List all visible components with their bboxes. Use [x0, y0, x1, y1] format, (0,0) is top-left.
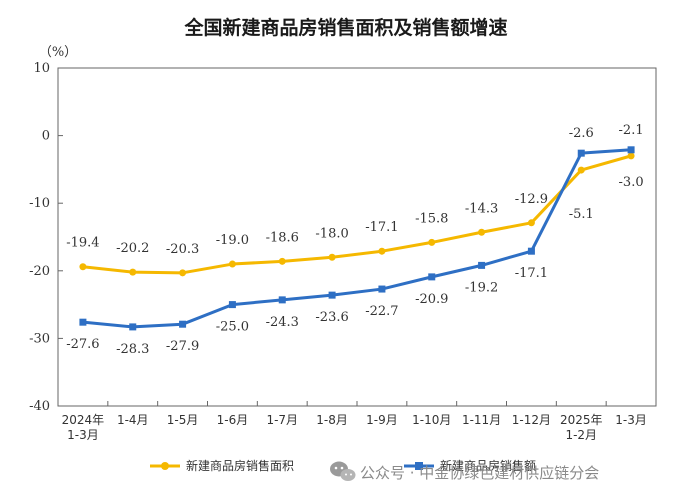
series-0-label: -19.0: [216, 233, 249, 248]
series-1-label: -2.1: [619, 123, 644, 138]
x-tick-label-line: 1-8月: [316, 413, 348, 427]
series-1-point: [627, 146, 635, 154]
series-0-label: -15.8: [415, 211, 448, 226]
y-tick-label: -10: [29, 196, 50, 211]
series-0-point: [378, 247, 386, 255]
series-0-point: [228, 260, 236, 268]
series-1-label: -20.9: [415, 292, 448, 307]
series-0-point: [577, 166, 585, 174]
series-1-point: [478, 261, 486, 269]
legend-marker-sales: [415, 462, 423, 470]
series-0-label: -17.1: [365, 220, 398, 235]
x-tick-label-line: 1-12月: [512, 413, 551, 427]
series-1-point: [328, 291, 336, 299]
y-axis: 10 0 -10 -20 -30 -40: [29, 61, 63, 414]
series-1-label: -2.6: [569, 126, 594, 141]
series-0-label: -12.9: [515, 192, 548, 207]
series-0-label: -19.4: [66, 236, 99, 251]
series-1-label: -28.3: [116, 342, 149, 357]
series-1-label: -23.6: [315, 310, 348, 325]
x-tick-label-line: 1-6月: [217, 413, 249, 427]
series-1-point: [378, 285, 386, 293]
x-tick-label: 1-9月: [366, 413, 398, 427]
series-0-point: [129, 268, 137, 276]
x-axis: 2024年 1-3月1-4月 1-5月 1-6月 1-7月 1-8月 1-9月 1-10月 1-…: [62, 401, 647, 442]
x-tick-label: 2025年 1-2月: [560, 413, 603, 442]
x-tick-label-line: 1-3月: [615, 413, 647, 427]
x-tick-label: 2024年 1-3月: [62, 413, 105, 442]
series-1-point: [577, 149, 585, 157]
series-1-point: [129, 323, 137, 331]
series-1-point: [527, 247, 535, 255]
series-line-0: [82, 154, 632, 275]
series-1-label: -17.1: [515, 266, 548, 281]
y-tick-label: -20: [29, 264, 50, 279]
series-0-label: -20.3: [166, 242, 199, 257]
x-tick-label-line: 1-4月: [117, 413, 149, 427]
series-0-label: -14.3: [465, 201, 498, 216]
series-1-label: -27.9: [166, 339, 199, 354]
series-1-point: [278, 296, 286, 304]
series-0-label: -3.0: [619, 175, 644, 190]
legend-item-area: 新建商品房销售面积: [150, 458, 294, 473]
series-1-label: -24.3: [266, 315, 299, 330]
x-tick-label: 1-12月: [512, 413, 551, 427]
series-0-label: -18.0: [315, 226, 348, 241]
series-1-point: [79, 318, 87, 326]
x-tick-label-line: 1-5月: [167, 413, 199, 427]
x-tick-label: 1-7月: [266, 413, 298, 427]
series-0-point: [428, 238, 436, 246]
data-labels: -19.4 -20.2 -20.3 -19.0 -18.6 -18.0 -17.1 -15.8…: [66, 123, 643, 357]
series-0-label: -20.2: [116, 241, 149, 256]
x-tick-label: 1-8月: [316, 413, 348, 427]
x-tick-label: 1-5月: [167, 413, 199, 427]
chart-title: 全国新建商品房销售面积及销售额增速: [183, 16, 507, 39]
series-1-label: -19.2: [465, 280, 498, 295]
legend-marker-area: [161, 462, 169, 470]
legend-label-sales: 新建商品房销售额: [440, 458, 536, 473]
x-tick-label-line: 2025年: [560, 413, 603, 427]
x-tick-label-line: 1-2月: [565, 428, 597, 442]
x-tick-label: 1-4月: [117, 413, 149, 427]
x-tick-label-line: 1-11月: [462, 413, 501, 427]
legend-label-area: 新建商品房销售面积: [186, 458, 294, 473]
series-1-point: [228, 301, 236, 309]
y-tick-label: 0: [42, 129, 50, 144]
watermark: 公众号 · 中金协绿色建材供应链分会: [330, 461, 599, 482]
x-tick-label-line: 2024年: [62, 413, 105, 427]
y-tick-label: -40: [29, 399, 50, 414]
x-tick-label: 1-10月: [412, 413, 451, 427]
x-tick-label: 1-6月: [217, 413, 249, 427]
series-0-label: -18.6: [266, 230, 299, 245]
series-0-point: [527, 219, 535, 227]
series-1-point: [428, 273, 436, 281]
legend: 新建商品房销售面积 新建商品房销售额: [150, 458, 536, 473]
x-tick-label-line: 1-7月: [266, 413, 298, 427]
series-1-point: [179, 320, 187, 328]
series-0-point: [478, 228, 486, 236]
series-0-point: [278, 257, 286, 265]
series-layer: [79, 146, 635, 331]
legend-item-sales: 新建商品房销售额: [404, 458, 536, 473]
x-tick-label-line: 1-10月: [412, 413, 451, 427]
series-0-point: [179, 269, 187, 277]
x-tick-label: 1-11月: [462, 413, 501, 427]
series-0-label: -5.1: [569, 207, 594, 222]
series-0-point: [627, 152, 635, 160]
series-line-1: [82, 148, 632, 329]
x-tick-label-line: 1-3月: [67, 428, 99, 442]
y-tick-label: -30: [29, 331, 50, 346]
y-tick-label: 10: [33, 61, 50, 76]
x-tick-label: 1-3月: [615, 413, 647, 427]
series-0-point: [328, 253, 336, 261]
series-0-point: [79, 263, 87, 271]
series-1-label: -22.7: [365, 304, 398, 319]
series-1-label: -25.0: [216, 320, 249, 335]
series-1-label: -27.6: [66, 337, 99, 352]
y-axis-unit: （%）: [39, 45, 77, 60]
watermark-text: 公众号 · 中金协绿色建材供应链分会: [360, 464, 599, 482]
wechat-icon: [330, 461, 356, 481]
x-tick-label-line: 1-9月: [366, 413, 398, 427]
